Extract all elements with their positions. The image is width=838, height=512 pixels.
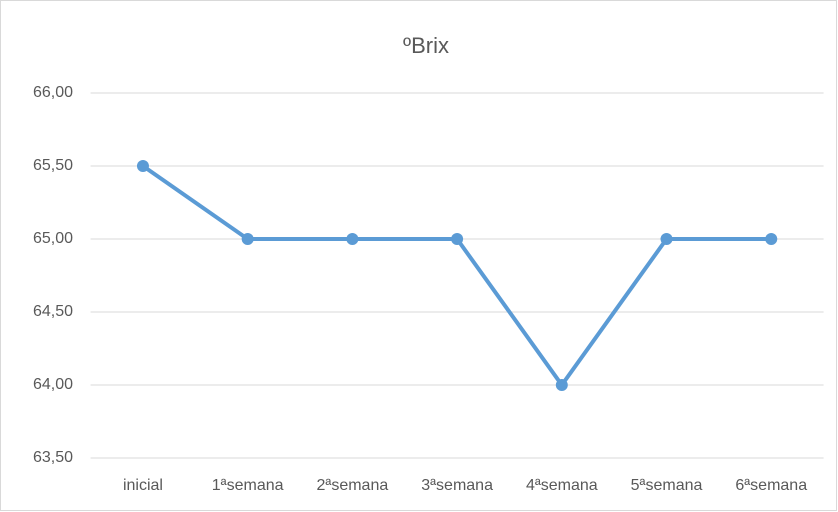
- y-tick-label: 64,00: [33, 376, 73, 393]
- y-tick-label: 64,50: [33, 303, 73, 320]
- marker: [136, 160, 149, 172]
- x-tick-label: inicial: [123, 477, 163, 494]
- marker: [451, 233, 464, 245]
- x-tick-label: 5ªsemana: [631, 477, 703, 494]
- marker: [765, 233, 778, 245]
- marker: [346, 233, 359, 245]
- y-tick-label: 65,00: [33, 230, 73, 247]
- y-tick-label: 65,50: [33, 157, 73, 174]
- marker: [660, 233, 673, 245]
- marker: [555, 379, 568, 391]
- y-tick-label: 66,00: [33, 84, 73, 101]
- x-tick-label: 4ªsemana: [526, 477, 598, 494]
- x-tick-label: 6ªsemana: [735, 477, 807, 494]
- marker: [241, 233, 254, 245]
- x-tick-label: 1ªsemana: [212, 477, 284, 494]
- x-tick-label: 2ªsemana: [317, 477, 389, 494]
- chart-title: ºBrix: [403, 33, 449, 58]
- x-tick-label: 3ªsemana: [421, 477, 493, 494]
- y-tick-label: 63,50: [33, 449, 73, 466]
